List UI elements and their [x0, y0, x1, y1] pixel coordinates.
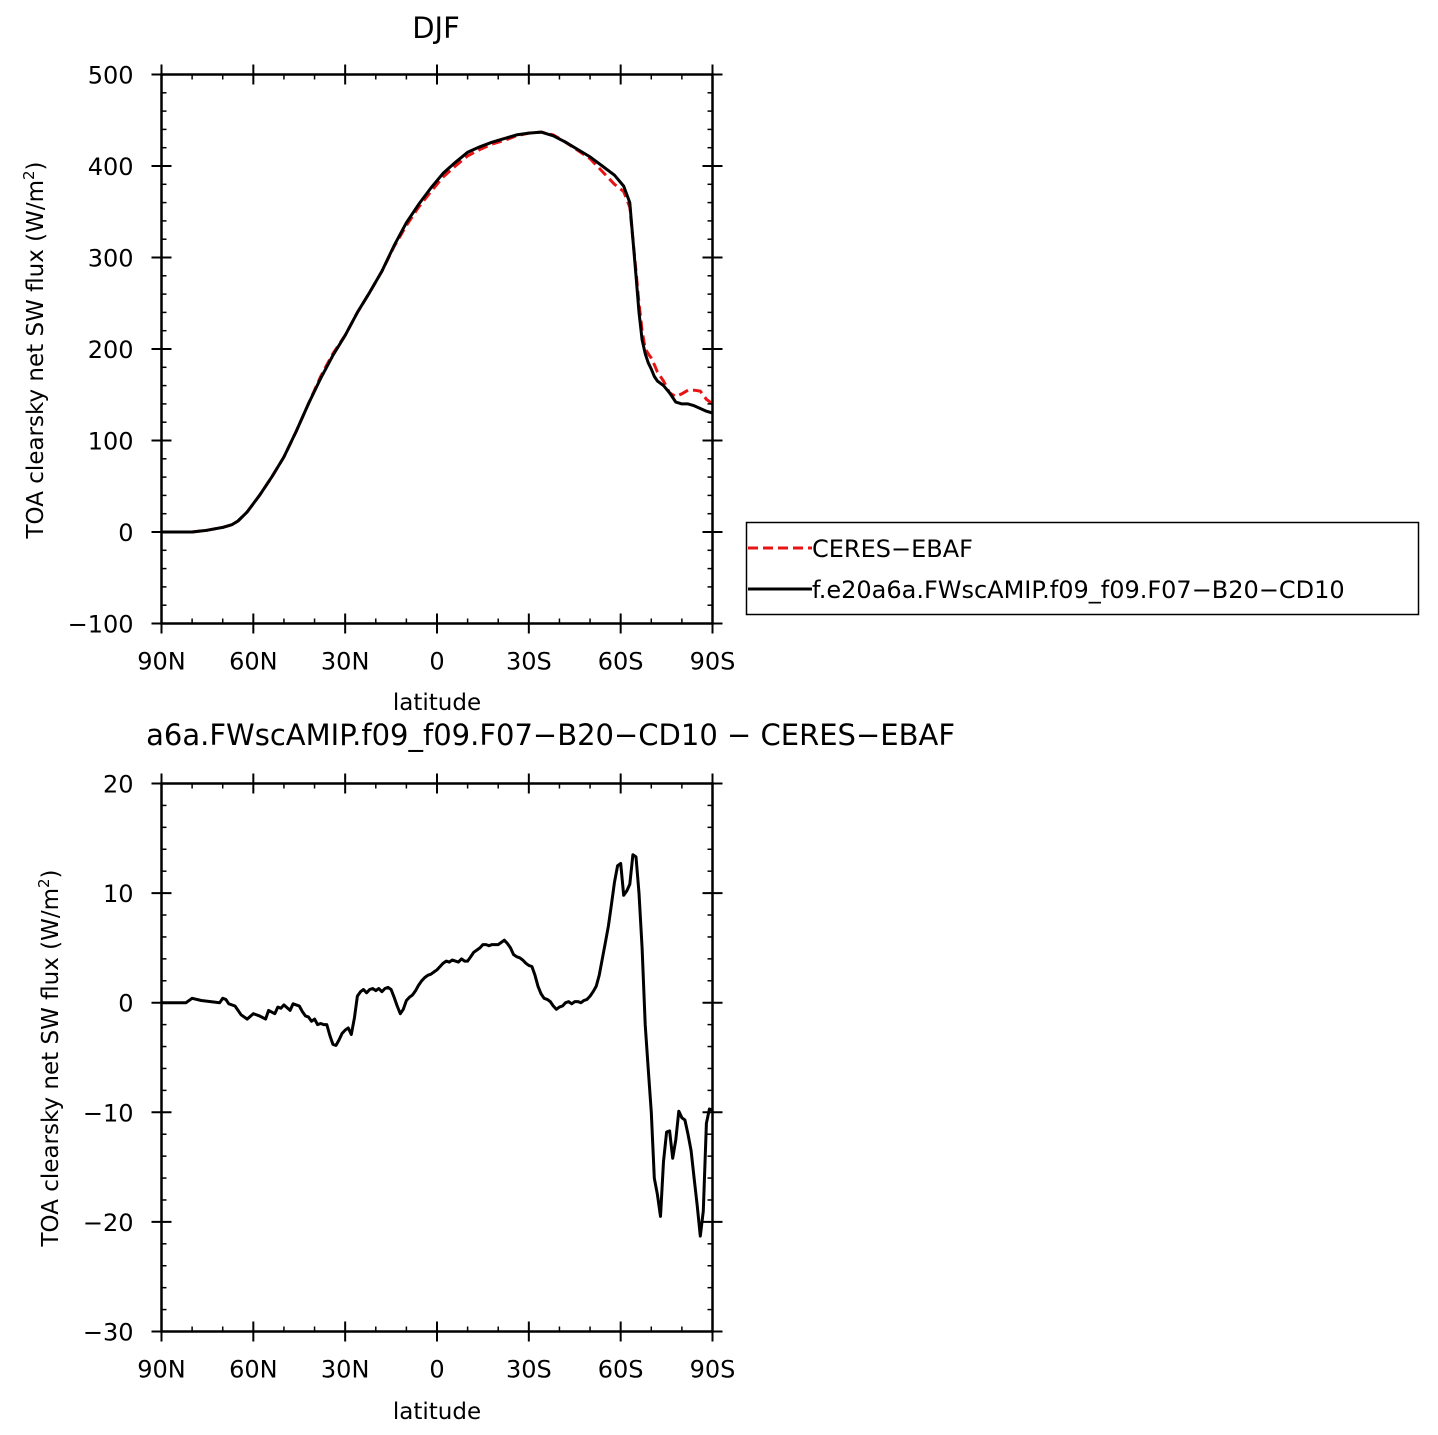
- x-tick-label: 30N: [321, 1356, 370, 1384]
- bottom-panel: a6a.FWscAMIP.f09_f09.F07−B20−CD10 − CERE…: [35, 718, 955, 1425]
- bottom-tick-labels: 90N 60N 30N 0 30S 60S 90S −30 −20 −10 0 10 20: [83, 771, 736, 1384]
- legend-label-model: f.e20a6a.FWscAMIP.f09_f09.F07−B20−CD10: [812, 576, 1345, 604]
- legend: CERES−EBAF f.e20a6a.FWscAMIP.f09_f09.F07…: [745, 521, 1420, 616]
- x-tick-label: 90N: [137, 648, 186, 676]
- x-tick-label: 0: [429, 648, 444, 676]
- bottom-ticks: [151, 773, 723, 1342]
- x-tick-label: 0: [429, 1356, 444, 1384]
- y-tick-label: −100: [68, 611, 134, 639]
- bottom-chart-title: a6a.FWscAMIP.f09_f09.F07−B20−CD10 − CERE…: [146, 718, 955, 752]
- y-tick-label: 500: [88, 62, 134, 90]
- y-tick-label: −20: [83, 1209, 134, 1237]
- y-tick-label: 300: [88, 245, 134, 273]
- x-tick-label: 30N: [321, 648, 370, 676]
- y-tick-label: 400: [88, 153, 134, 181]
- x-tick-label: 90S: [690, 648, 736, 676]
- y-tick-label: 0: [118, 519, 133, 547]
- top-chart-title: DJF: [412, 11, 460, 45]
- top-x-axis-label: latitude: [393, 690, 481, 716]
- bottom-x-axis-label: latitude: [393, 1399, 481, 1425]
- legend-box: [745, 521, 1420, 616]
- legend-label-ceres: CERES−EBAF: [812, 535, 973, 563]
- y-tick-label: 200: [88, 336, 134, 364]
- series-line-1-0: [161, 853, 714, 1238]
- x-tick-label: 60N: [229, 1356, 278, 1384]
- top-y-axis-label: TOA clearsky net SW flux (W/m2): [20, 161, 49, 539]
- bottom-y-axis-label: TOA clearsky net SW flux (W/m2): [35, 869, 64, 1247]
- y-tick-label: 100: [88, 428, 134, 456]
- x-tick-label: 90N: [137, 1356, 186, 1384]
- y-tick-label: 20: [103, 771, 134, 799]
- x-tick-label: 90S: [690, 1356, 736, 1384]
- x-tick-label: 60S: [598, 1356, 644, 1384]
- top-series-group: [161, 130, 714, 534]
- top-panel: DJF 90N 60N 30N 0 30S 60S 90S −100 0 100 200 300 400…: [20, 11, 735, 716]
- y-tick-label: 0: [118, 990, 133, 1018]
- x-tick-label: 30S: [506, 1356, 552, 1384]
- top-plot-frame: [160, 73, 714, 625]
- y-tick-label: −30: [83, 1319, 134, 1347]
- top-tick-labels: 90N 60N 30N 0 30S 60S 90S −100 0 100 200 300 400 500: [68, 62, 736, 676]
- bottom-plot-frame: [160, 782, 714, 1333]
- y-tick-label: −10: [83, 1099, 134, 1127]
- x-tick-label: 60S: [598, 648, 644, 676]
- y-tick-label: 10: [103, 880, 134, 908]
- series-line-0-1: [161, 130, 713, 534]
- series-line-0-0: [161, 130, 714, 534]
- top-ticks: [151, 64, 723, 634]
- x-tick-label: 60N: [229, 648, 278, 676]
- bottom-series-group: [161, 853, 714, 1238]
- x-tick-label: 30S: [506, 648, 552, 676]
